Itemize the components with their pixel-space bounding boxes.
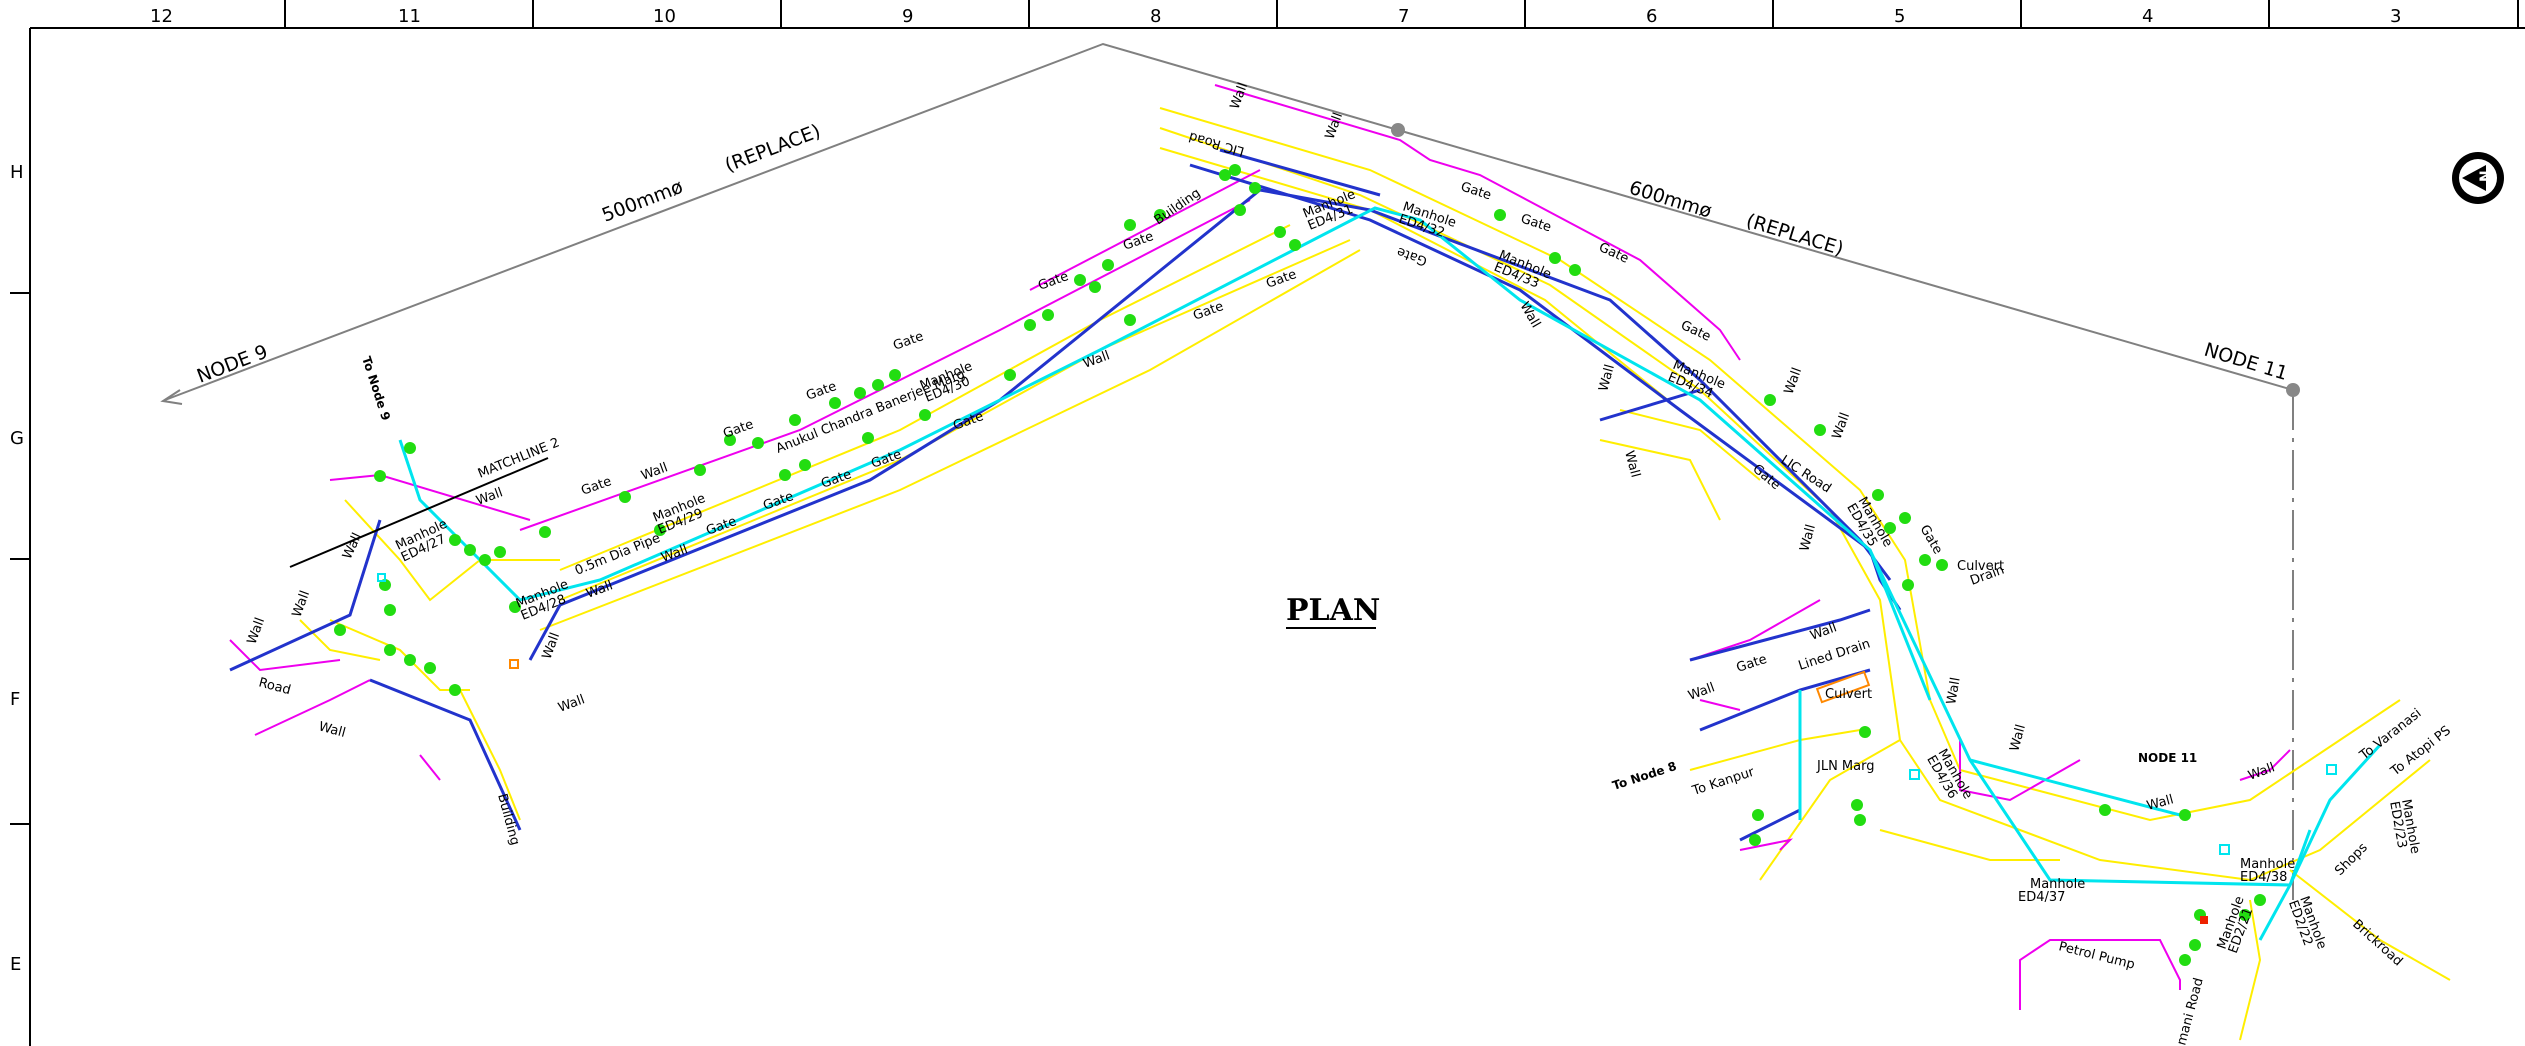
manhole-label: ManholeED4/29 — [651, 491, 713, 538]
grid-row-label: E — [10, 954, 21, 975]
wall-label: Wall — [245, 616, 268, 647]
gate-label: Gate — [951, 409, 985, 434]
wall-label: Wall — [639, 460, 670, 483]
wall-label: Wall — [1596, 363, 1618, 393]
node-9-label: NODE 9 — [194, 341, 271, 388]
pipe-node-marker — [2286, 383, 2300, 397]
manhole-label: ManholeED4/28 — [514, 577, 576, 624]
grid-col-label: 5 — [1894, 6, 1905, 27]
wall-label: Wall — [1081, 348, 1112, 371]
gate-label: Gate — [1519, 212, 1553, 236]
gate-label: Gate — [1191, 299, 1225, 324]
north-arrow: N — [2452, 152, 2504, 204]
pipe-note-left: (REPLACE) — [722, 120, 824, 177]
gate-label: Gate — [1749, 462, 1782, 494]
grid-col-label: 10 — [653, 6, 676, 27]
manhole-labels: ManholeED4/27 ManholeED4/28 ManholeED4/2… — [393, 187, 2422, 955]
gate-label: Gate — [1395, 244, 1429, 269]
wall-label: Wall — [1228, 81, 1251, 112]
marker — [2200, 916, 2208, 924]
wall-label: Wall — [1808, 620, 1839, 643]
pipe-node-marker — [1391, 123, 1405, 137]
building-label-2: Building — [494, 792, 522, 847]
gate-label: Gate — [1036, 269, 1070, 294]
wall-label: Wall — [2145, 792, 2175, 814]
grid-row-label: G — [10, 428, 24, 449]
building-label: Building — [1152, 186, 1204, 229]
plan-title: PLAN — [1286, 593, 1380, 628]
grid-row-label: F — [10, 689, 20, 710]
pipe-note-right: (REPLACE) — [1744, 210, 1846, 260]
pipe-diameter-right: 600mmø — [1627, 177, 1715, 223]
shops-label: Shops — [2332, 840, 2371, 879]
sewer-line — [398, 206, 2382, 941]
wall-label: Wall — [340, 531, 365, 562]
gate-label: Gate — [1917, 523, 1946, 557]
wall-label: Wall — [317, 719, 347, 741]
gate-label: Gate — [1121, 229, 1155, 254]
manhole-label: ManholeED2/22 — [2285, 894, 2329, 955]
grid-col-label: 3 — [2390, 6, 2401, 27]
node-11-label: NODE 11 — [2202, 339, 2291, 385]
wall-label: Wall — [474, 485, 505, 508]
grid-col-label: 4 — [2142, 6, 2153, 27]
manhole-label: ManholeED4/27 — [393, 517, 455, 566]
manhole-label: Manhole ED4/37 — [2018, 877, 2085, 905]
gate-label: Gate — [1735, 652, 1769, 676]
lic-road-top-label: LIC Road — [1187, 128, 1246, 158]
culvert-label: Culvert — [1957, 559, 2004, 574]
gate-label: Gate — [1459, 180, 1493, 204]
wall-label: Wall — [659, 542, 690, 565]
wall-label: Wall — [1944, 676, 1963, 705]
drains — [229, 148, 1902, 842]
wall-label: Wall — [2007, 723, 2029, 753]
gate-label: Gate — [891, 329, 925, 354]
wall-label: Wall — [290, 589, 313, 620]
gate-label: Gate — [1678, 318, 1713, 345]
boundary-walls — [229, 84, 2291, 1010]
grid-col-label: 11 — [398, 6, 421, 27]
matchline — [289, 457, 549, 568]
grid-col-label: 12 — [150, 6, 173, 27]
gate-label: Gate — [869, 447, 903, 472]
gate-label: Gate — [579, 474, 613, 499]
manhole-label: ManholeED2/23 — [2386, 798, 2422, 857]
to-node-8-label: To Node 8 — [1611, 759, 1679, 793]
manhole-label: ManholeED4/31 — [1301, 187, 1363, 234]
inspection-chambers — [377, 573, 2337, 855]
grid-col-label: 7 — [1398, 6, 1409, 27]
grid-col-label: 6 — [1646, 6, 1657, 27]
jln-marg-label: JLN Marg — [1816, 759, 1874, 774]
grid-col-label: 8 — [1150, 6, 1161, 27]
trees — [334, 164, 2266, 966]
wall-label: Wall — [1323, 111, 1346, 142]
grid-col-label: 9 — [902, 6, 913, 27]
gate-label: Gate — [1596, 240, 1631, 267]
to-node-9-label: To Node 9 — [359, 355, 393, 423]
lined-drain-label: Lined Drain — [1797, 636, 1873, 673]
wall-label: Wall — [1797, 523, 1819, 553]
matchline-label: MATCHLINE 2 — [476, 435, 562, 481]
petrol-pump-label: Petrol Pump — [2057, 939, 2136, 972]
wall-label: Wall — [556, 692, 587, 715]
manhole-label: Manhole ED4/38 — [2240, 857, 2295, 885]
node-11-mid-label: NODE 11 — [2138, 751, 2197, 765]
road-edges — [299, 107, 2451, 1041]
svg-text:N: N — [2478, 170, 2494, 182]
culvert-label-2: Culvert — [1825, 687, 1872, 702]
grid-row-label: H — [10, 162, 24, 183]
wall-label: Wall — [2246, 760, 2277, 783]
gate-label: Gate — [721, 417, 755, 442]
replacement-pipe-route — [160, 42, 2294, 900]
wall-label: Wall — [1782, 366, 1805, 397]
culvert-box — [509, 659, 1871, 704]
wall-label: Wall — [1621, 449, 1643, 479]
manhole-label: ManholeED2/21 — [2215, 894, 2259, 955]
to-kanpur-label: To Kanpur — [1690, 765, 1757, 800]
wall-label: Wall — [1830, 411, 1853, 442]
grid-frame: 12 11 10 9 8 7 6 5 4 3 H G F E — [10, 0, 2525, 1046]
brickroad-label: Brickroad — [2349, 917, 2405, 969]
road-label: Road — [257, 675, 292, 698]
